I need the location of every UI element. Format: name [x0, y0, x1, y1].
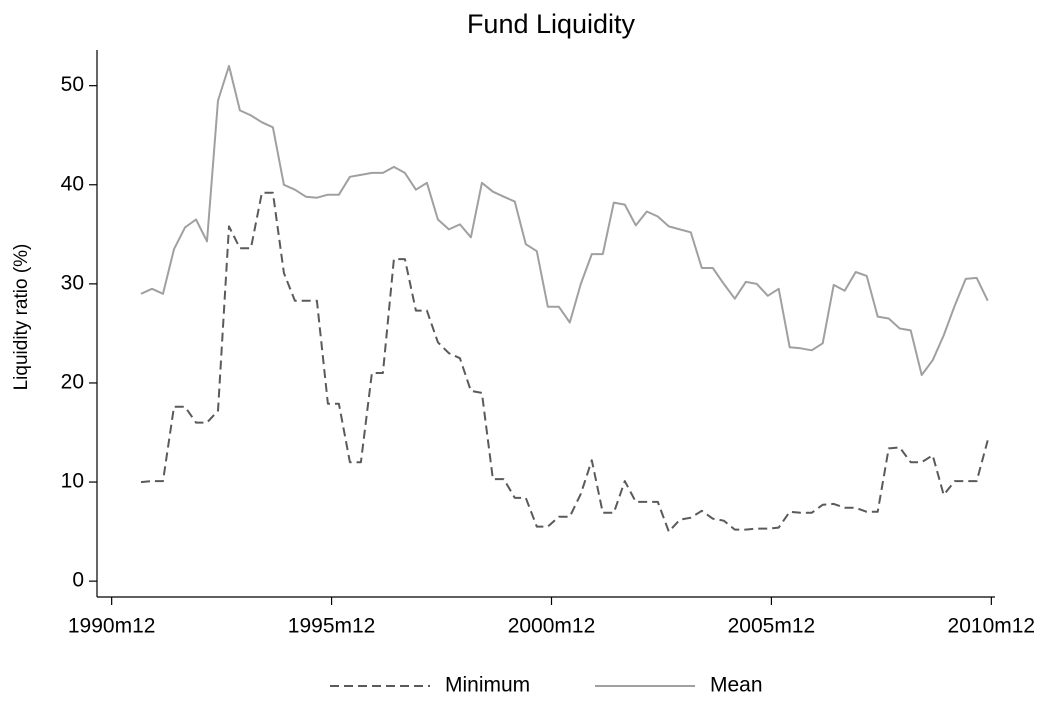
series-line: [140, 64, 989, 376]
x-tick-label: 2000m12: [508, 615, 596, 638]
x-tick-label: 2010m12: [948, 615, 1036, 638]
y-tick-label: 0: [72, 569, 84, 592]
x-tick-label: 1995m12: [288, 615, 376, 638]
y-tick-label: 10: [61, 470, 84, 493]
x-tick-label: 2005m12: [728, 615, 816, 638]
y-tick-label: 20: [61, 371, 84, 394]
x-tick-label: 1990m12: [68, 615, 156, 638]
legend-label: Minimum: [445, 674, 530, 697]
chart-title: Fund Liquidity: [467, 9, 636, 39]
y-tick-label: 50: [61, 73, 84, 96]
y-tick-label: 40: [61, 172, 84, 195]
series-line: [140, 191, 989, 533]
y-axis-label: Liquidity ratio (%): [11, 244, 32, 391]
legend-label: Mean: [710, 674, 763, 697]
y-tick-label: 30: [61, 271, 84, 294]
